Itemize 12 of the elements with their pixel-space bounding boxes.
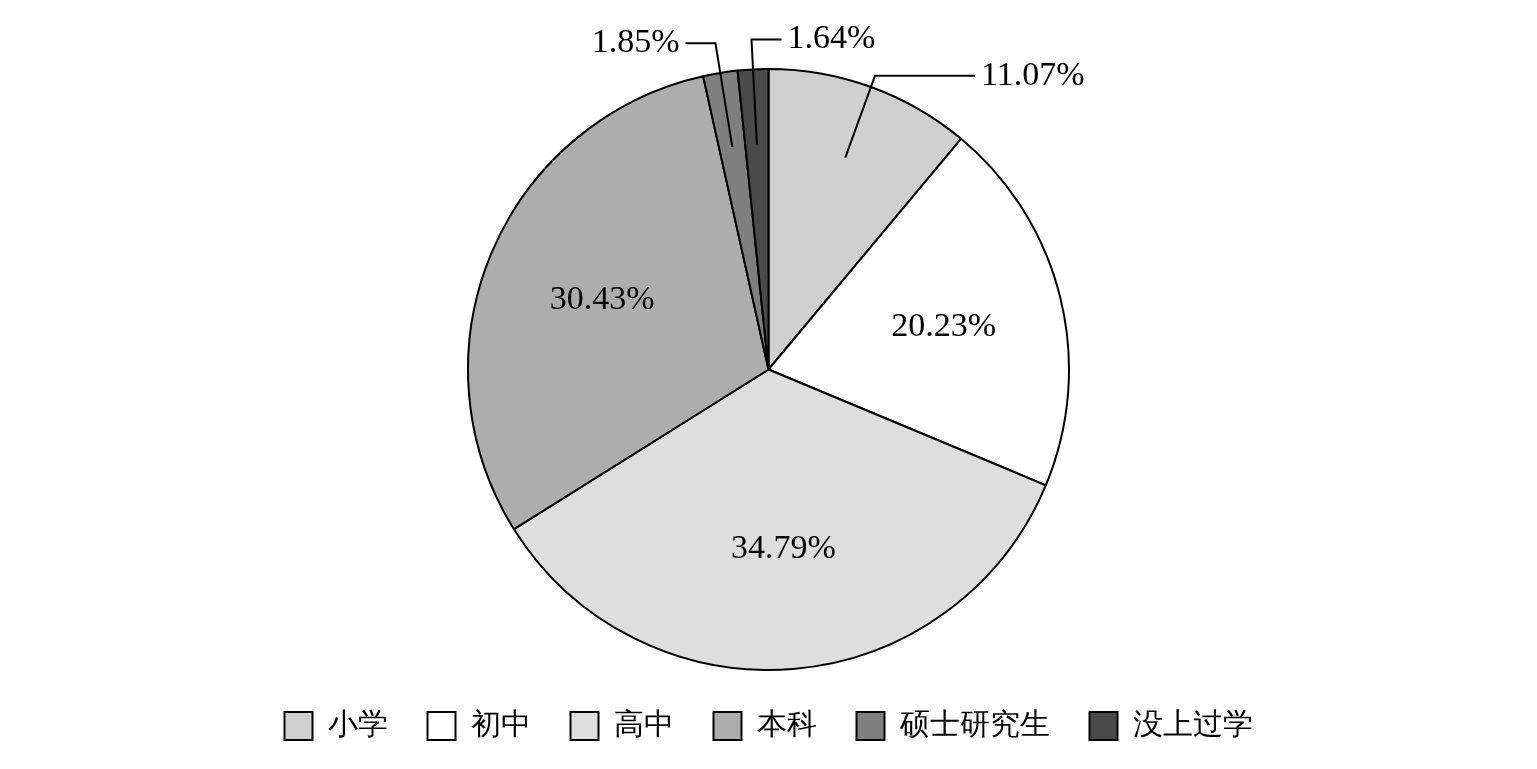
data-label: 34.79% [730, 528, 836, 566]
data-label: 1.64% [787, 18, 876, 56]
legend-label: 高中 [613, 705, 674, 741]
data-label: 20.23% [891, 305, 997, 343]
data-label: 30.43% [549, 278, 655, 316]
legend-label: 初中 [470, 705, 531, 741]
legend-label: 本科 [756, 705, 817, 741]
legend-label: 小学 [327, 705, 388, 741]
data-label: 11.07% [981, 54, 1085, 92]
data-label: 1.85% [591, 22, 680, 60]
legend-label: 没上过学 [1132, 705, 1253, 741]
legend-label: 硕士研究生 [898, 705, 1050, 741]
